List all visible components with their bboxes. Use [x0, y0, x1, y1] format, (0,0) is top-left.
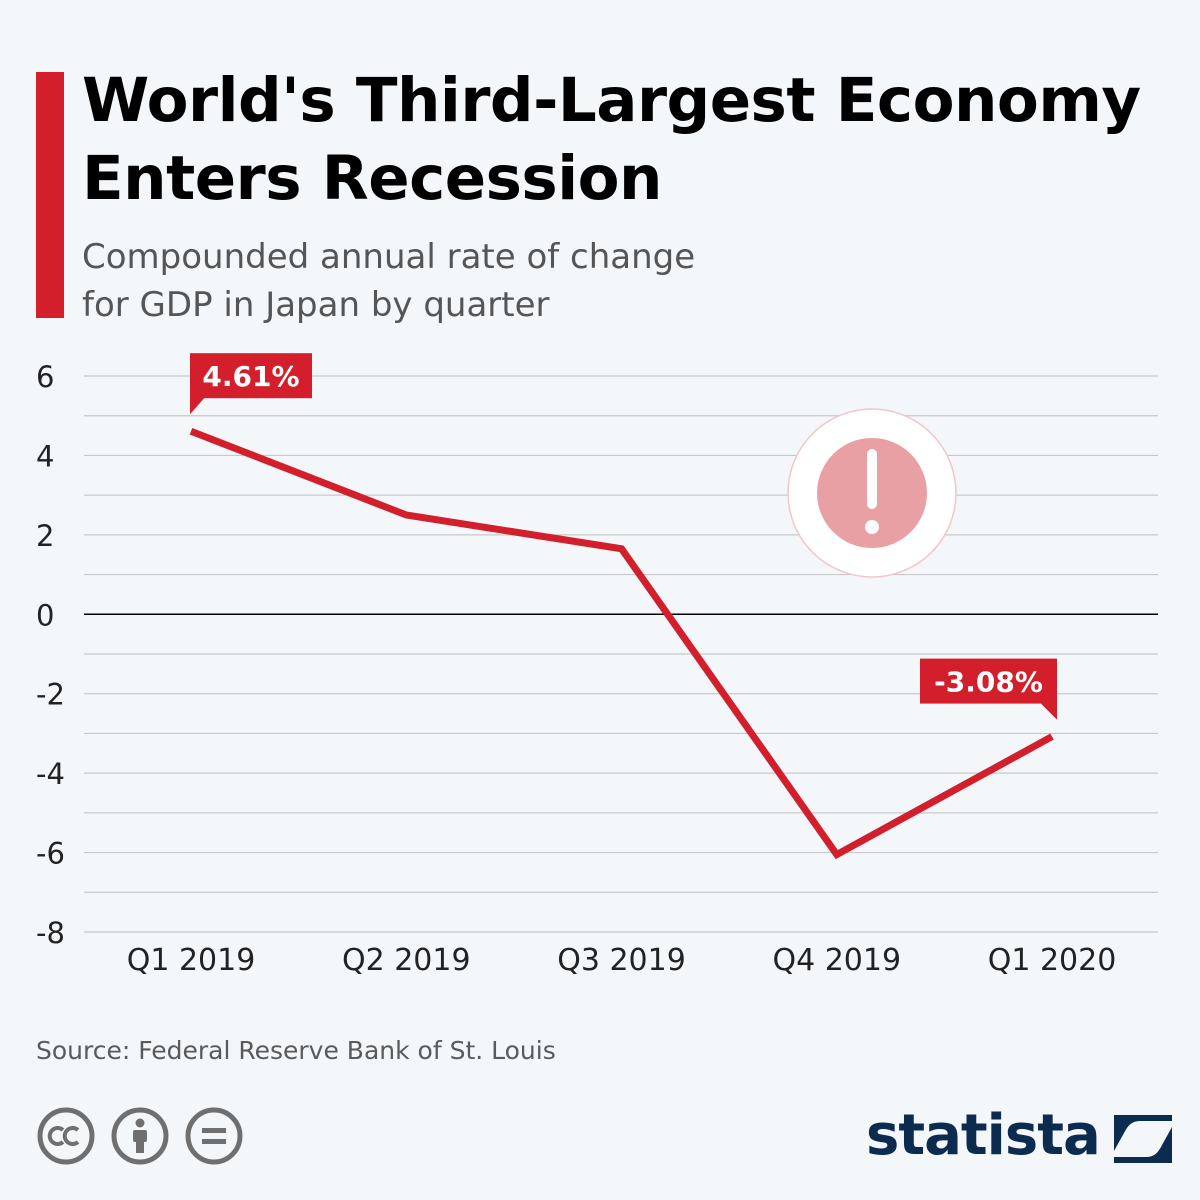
page-title: World's Third-Largest Economy Enters Rec…	[82, 62, 1182, 218]
y-tick-label: 0	[36, 598, 54, 632]
x-tick-label: Q1 2019	[127, 943, 256, 978]
x-tick-label: Q4 2019	[772, 943, 901, 978]
exclamation-bar	[867, 449, 877, 509]
x-tick-label: Q1 2020	[988, 943, 1117, 978]
y-tick-label: -6	[36, 837, 65, 871]
exclamation-dot	[865, 520, 879, 534]
data-label: -3.08%	[934, 666, 1043, 699]
chart-subtitle: Compounded annual rate of change for GDP…	[82, 233, 982, 329]
subtitle-line-1: Compounded annual rate of change	[82, 237, 696, 277]
data-label-pointer	[190, 397, 205, 415]
title-line-2: Enters Recession	[82, 143, 663, 214]
y-tick-label: 2	[36, 519, 54, 553]
source-note: Source: Federal Reserve Bank of St. Loui…	[36, 1036, 556, 1065]
subtitle-line-2: for GDP in Japan by quarter	[82, 285, 550, 325]
data-label: 4.61%	[202, 360, 299, 393]
license-icons	[36, 1106, 244, 1166]
creative-commons-icon[interactable]	[36, 1106, 96, 1166]
brand-name: statista	[866, 1103, 1101, 1168]
y-tick-label: -8	[36, 916, 65, 950]
y-tick-label: 4	[36, 439, 54, 473]
x-tick-label: Q2 2019	[342, 943, 471, 978]
data-label-box	[920, 658, 1057, 704]
statista-mark-icon	[1113, 1115, 1172, 1163]
y-tick-label: -2	[36, 678, 65, 712]
x-tick-label: Q3 2019	[557, 943, 686, 978]
data-label-pointer	[1040, 702, 1057, 720]
title-line-1: World's Third-Largest Economy	[82, 65, 1141, 136]
y-tick-label: -4	[36, 757, 65, 791]
statista-logo[interactable]: statista	[866, 1098, 1176, 1174]
data-label-box	[190, 353, 312, 399]
accent-bar	[36, 72, 64, 318]
no-derivatives-icon[interactable]	[184, 1106, 244, 1166]
attribution-icon[interactable]	[110, 1106, 170, 1166]
y-tick-label: 6	[36, 360, 54, 394]
